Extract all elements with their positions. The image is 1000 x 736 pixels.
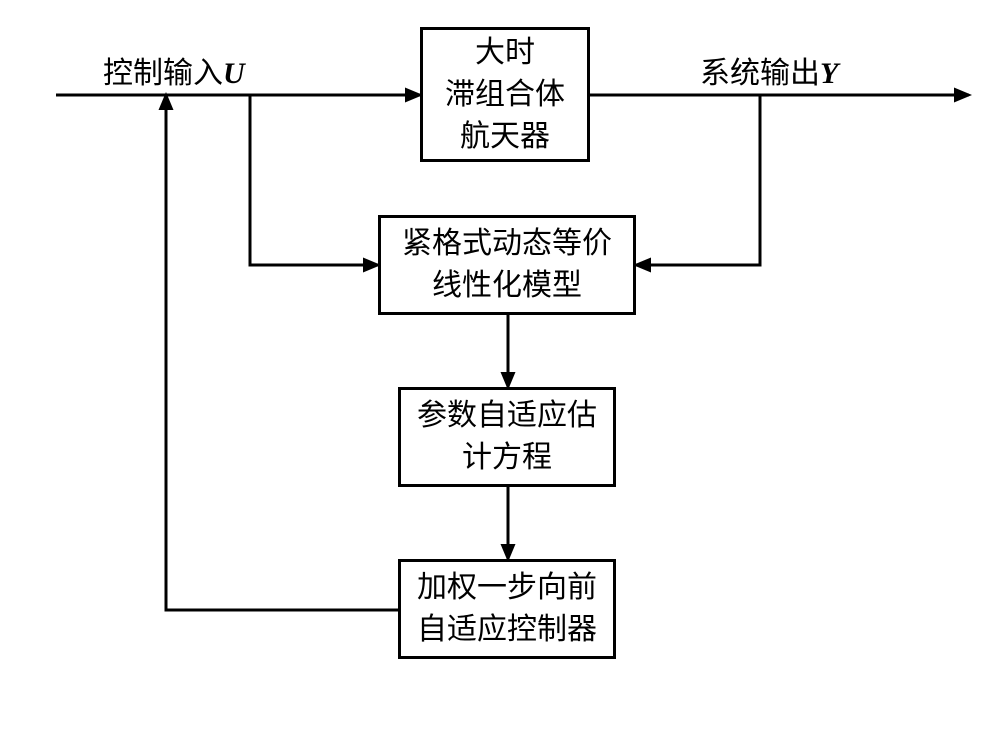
input-label-prefix: 控制输入 [103, 57, 223, 90]
input-label: 控制输入U [103, 48, 245, 92]
param-estimate-box: 参数自适应估 计方程 [398, 387, 616, 487]
linear-model-text: 紧格式动态等价 线性化模型 [402, 223, 612, 307]
spacecraft-box: 大时 滞组合体 航天器 [420, 27, 590, 162]
spacecraft-text: 大时 滞组合体 航天器 [445, 32, 565, 158]
output-label-prefix: 系统输出 [700, 57, 820, 90]
controller-text: 加权一步向前 自适应控制器 [417, 567, 597, 651]
linear-model-box: 紧格式动态等价 线性化模型 [378, 215, 636, 315]
param-estimate-text: 参数自适应估 计方程 [417, 395, 597, 479]
input-label-var: U [223, 57, 245, 90]
output-label: 系统输出Y [700, 48, 838, 92]
controller-box: 加权一步向前 自适应控制器 [398, 559, 616, 659]
output-label-var: Y [820, 57, 838, 90]
diagram-container: 控制输入U 系统输出Y 大时 滞组合体 航天器 紧格式动态等价 线性化模型 参数… [0, 0, 1000, 736]
